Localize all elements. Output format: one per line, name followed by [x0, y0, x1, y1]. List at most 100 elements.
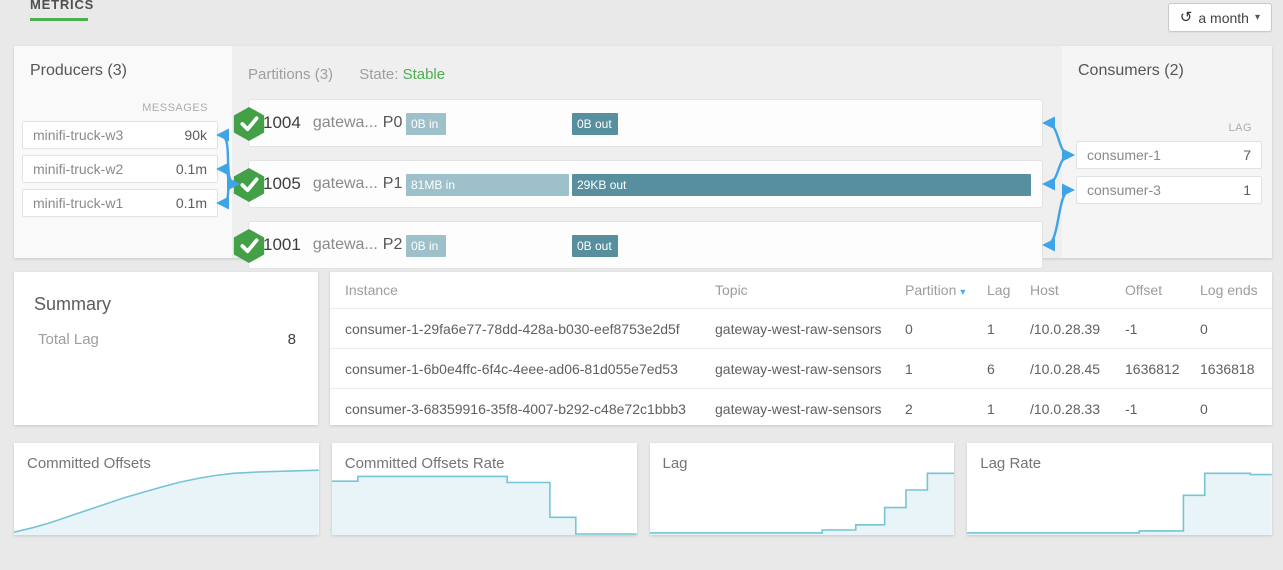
- column-header-log-ends[interactable]: Log ends: [1200, 282, 1258, 298]
- lag-column-header: LAG: [1228, 122, 1252, 134]
- partition-row[interactable]: 1005 gatewa... P1 81MB in 29KB out: [233, 160, 1043, 208]
- topic-cell: gateway-west-raw-sensors: [715, 360, 882, 377]
- sort-caret-icon: ▾: [960, 287, 966, 298]
- metrics-charts-row: Committed Offsets Committed Offsets Rate L…: [14, 443, 1272, 535]
- consumers-panel: Consumers (2) LAG consumer-1 7 consumer-3 1: [1062, 46, 1272, 258]
- chart-committed-offsets[interactable]: Committed Offsets: [14, 443, 319, 535]
- partition-topic: gatewa...: [312, 236, 378, 253]
- chart-lag[interactable]: Lag: [649, 443, 955, 535]
- sparkline-area-chart: [331, 475, 637, 535]
- partition-cell: 0: [905, 320, 913, 337]
- consumers-list: consumer-1 7 consumer-3 1: [1062, 141, 1272, 204]
- partitions-list: 1004 gatewa... P0 0B in 0B out 1005 gatewa... P…: [232, 99, 1062, 269]
- partition-label: P2: [382, 236, 403, 253]
- refresh-history-icon: ↺: [1179, 9, 1193, 26]
- consumer-instance-row[interactable]: consumer-1-29fa6e77-78dd-428a-b030-eef87…: [330, 308, 1272, 348]
- offset-cell: -1: [1125, 400, 1138, 417]
- host-cell: /10.0.28.45: [1030, 360, 1101, 377]
- chart-lag-rate[interactable]: Lag Rate: [967, 443, 1272, 535]
- tab-metrics[interactable]: METRICS: [30, 0, 94, 21]
- summary-card: Summary Total Lag 8: [14, 272, 318, 425]
- consumers-title: Consumers (2): [1078, 62, 1184, 79]
- offset-cell: -1: [1125, 320, 1138, 337]
- chart-title: Lag Rate: [980, 455, 1042, 472]
- tab-active-underline: [30, 18, 88, 21]
- consumer-name: consumer-1: [1087, 147, 1161, 163]
- host-cell: /10.0.28.39: [1030, 320, 1101, 337]
- bytes-in-bar: 0B in: [406, 235, 446, 257]
- chart-title: Committed Offsets: [27, 455, 151, 472]
- instance-cell: consumer-1-6b0e4ffc-6f4c-4eee-ad06-81d05…: [345, 360, 678, 377]
- partitions-header: Partitions (3) State: Stable: [232, 46, 1062, 83]
- host-cell: /10.0.28.33: [1030, 400, 1101, 417]
- messages-column-header: MESSAGES: [142, 102, 208, 114]
- partitions-panel: Partitions (3) State: Stable 1004 gatewa.…: [232, 46, 1062, 269]
- producer-messages: 0.1m: [175, 195, 207, 211]
- partition-id: 1004: [263, 113, 301, 132]
- bytes-out-bar: 0B out: [572, 113, 618, 135]
- partition-row[interactable]: 1004 gatewa... P0 0B in 0B out: [233, 99, 1043, 147]
- table-body: consumer-1-29fa6e77-78dd-428a-b030-eef87…: [330, 308, 1272, 425]
- lag-cell: 1: [987, 320, 995, 337]
- producers-panel: Producers (3) MESSAGES minifi-truck-w3 90…: [14, 46, 232, 258]
- column-header-lag[interactable]: Lag: [987, 282, 1011, 298]
- lag-cell: 6: [987, 360, 995, 377]
- consumer-name: consumer-3: [1087, 182, 1161, 198]
- bytes-out-bar: 0B out: [572, 235, 618, 257]
- total-lag-label: Total Lag: [38, 331, 99, 348]
- bytes-out-bar: 29KB out: [572, 174, 1031, 196]
- partition-health-check-icon: [233, 167, 265, 203]
- topology-card: Producers (3) MESSAGES minifi-truck-w3 90…: [14, 46, 1272, 269]
- topic-cell: gateway-west-raw-sensors: [715, 400, 882, 417]
- producer-name: minifi-truck-w1: [33, 195, 124, 211]
- partition-cell: 2: [905, 400, 913, 417]
- log-ends-cell: 1636818: [1200, 360, 1255, 377]
- producer-messages: 90k: [184, 127, 207, 143]
- summary-title: Summary: [34, 294, 112, 314]
- column-header-offset[interactable]: Offset: [1125, 282, 1163, 298]
- consumer-lag: 7: [1243, 147, 1251, 163]
- total-lag-value: 8: [287, 331, 296, 348]
- time-range-button[interactable]: ↺ a month ▾: [1167, 3, 1272, 32]
- consumer-row[interactable]: consumer-1 7: [1076, 141, 1262, 169]
- partition-row[interactable]: 1001 gatewa... P2 0B in 0B out: [233, 221, 1043, 269]
- column-header-host[interactable]: Host: [1030, 282, 1059, 298]
- summary-row: Total Lag 8: [14, 315, 318, 348]
- time-range-label: a month: [1198, 9, 1249, 26]
- producer-name: minifi-truck-w3: [33, 127, 124, 143]
- partition-topic: gatewa...: [312, 114, 378, 131]
- sparkline-area-chart: [967, 472, 1272, 535]
- chart-title: Lag: [662, 455, 688, 472]
- producer-row[interactable]: minifi-truck-w2 0.1m: [22, 155, 218, 183]
- partition-id: 1005: [263, 174, 301, 193]
- sparkline-area-chart: [649, 472, 955, 535]
- tab-metrics-label-clip: METRICS: [30, 0, 94, 12]
- partition-label: P0: [382, 114, 403, 131]
- bytes-in-bar: 0B in: [406, 113, 446, 135]
- top-bar: METRICS ↺ a month ▾: [0, 0, 1283, 40]
- partition-id: 1001: [263, 235, 301, 254]
- column-header-topic[interactable]: Topic: [715, 282, 748, 298]
- consumer-lag: 1: [1243, 182, 1251, 198]
- sparkline-area-chart: [14, 469, 319, 535]
- consumer-instance-row[interactable]: consumer-3-68359916-35f8-4007-b292-c48e7…: [330, 388, 1272, 425]
- column-header-instance[interactable]: Instance: [345, 282, 398, 298]
- bytes-in-bar: 81MB in: [406, 174, 569, 196]
- state-value: Stable: [402, 66, 446, 83]
- producer-name: minifi-truck-w2: [33, 161, 124, 177]
- offset-cell: 1636812: [1125, 360, 1180, 377]
- log-ends-cell: 0: [1200, 320, 1208, 337]
- log-ends-cell: 0: [1200, 400, 1208, 417]
- producers-list: minifi-truck-w3 90k minifi-truck-w2 0.1m min…: [14, 121, 232, 217]
- producer-row[interactable]: minifi-truck-w3 90k: [22, 121, 218, 149]
- chart-committed-offsets-rate[interactable]: Committed Offsets Rate: [331, 443, 637, 535]
- partitions-title: Partitions (3): [248, 66, 334, 83]
- state-label: State:: [359, 66, 399, 83]
- partition-health-check-icon: [233, 228, 265, 264]
- consumer-row[interactable]: consumer-3 1: [1076, 176, 1262, 204]
- consumer-instance-row[interactable]: consumer-1-6b0e4ffc-6f4c-4eee-ad06-81d05…: [330, 348, 1272, 388]
- column-header-partition[interactable]: Partition ▾: [905, 282, 966, 298]
- chart-title: Committed Offsets Rate: [344, 455, 505, 472]
- producer-row[interactable]: minifi-truck-w1 0.1m: [22, 189, 218, 217]
- chevron-down-icon: ▾: [1254, 12, 1260, 23]
